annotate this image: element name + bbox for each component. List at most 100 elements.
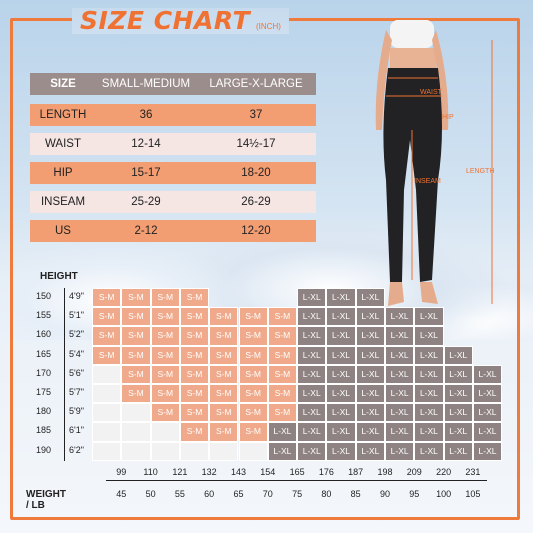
size-cell-l-xl: L-XL (385, 364, 415, 384)
size-cell-l-xl: L-XL (385, 326, 415, 346)
grid-empty-cell (238, 441, 268, 461)
size-cell-s-m: S-M (150, 384, 180, 404)
inseam-label: INSEAM (414, 178, 441, 185)
size-cell-l-xl: L-XL (326, 441, 356, 461)
size-cell-l-xl: L-XL (355, 364, 385, 384)
weight-kg-label: 85 (350, 488, 361, 499)
size-cell-s-m: S-M (121, 326, 151, 346)
size-cell-l-xl: L-XL (326, 345, 356, 365)
size-cell-l-xl: L-XL (472, 403, 503, 423)
row-label: WAIST (45, 138, 81, 150)
size-cell-l-xl: L-XL (326, 422, 356, 442)
grid-empty-cell (92, 384, 122, 404)
height-cm-label: 155 (36, 310, 52, 321)
size-cell-l-xl: L-XL (267, 422, 298, 442)
weight-kg-label: 45 (116, 488, 127, 499)
size-cell-l-xl: L-XL (297, 326, 327, 346)
size-cell-l-xl: L-XL (414, 441, 444, 461)
size-cell-s-m: S-M (238, 307, 268, 327)
size-cell-l-xl: L-XL (443, 441, 473, 461)
size-cell-s-m: S-M (150, 326, 180, 346)
size-cell-s-m: S-M (238, 403, 268, 423)
weight-lb-label: 121 (172, 466, 188, 477)
size-cell-s-m: S-M (238, 326, 268, 346)
height-ft-label: 5'6" (69, 367, 84, 378)
size-cell-l-xl: L-XL (326, 326, 356, 346)
size-cell-l-xl: L-XL (326, 364, 356, 384)
model-left-foot (388, 282, 404, 306)
size-cell-l-xl: L-XL (472, 422, 503, 442)
size-cell-l-xl: L-XL (297, 288, 327, 308)
size-cell-l-xl: L-XL (355, 422, 385, 442)
size-cell-s-m: S-M (121, 364, 151, 384)
weight-lb-label: 154 (260, 466, 276, 477)
model-right-foot (420, 282, 438, 304)
size-cell-l-xl: L-XL (414, 307, 444, 327)
row-value-lx: 14½-17 (236, 138, 276, 150)
size-cell-l-xl: L-XL (355, 384, 385, 404)
height-cm-label: 175 (36, 387, 52, 397)
row-label: HIP (53, 167, 73, 179)
height-ft-label: 5'1" (69, 310, 84, 321)
size-cell-l-xl: L-XL (297, 307, 327, 327)
size-cell-s-m: S-M (267, 307, 298, 327)
weight-kg-label: 100 (436, 488, 452, 499)
size-cell-l-xl: L-XL (355, 307, 385, 327)
weight-lb-label: 209 (406, 466, 422, 477)
size-cell-s-m: S-M (209, 403, 239, 423)
size-cell-s-m: S-M (267, 403, 298, 423)
size-cell-l-xl: L-XL (355, 345, 385, 365)
height-ft-label: 4'9" (69, 291, 84, 301)
size-cell-l-xl: L-XL (297, 441, 327, 461)
size-cell-l-xl: L-XL (355, 288, 385, 308)
grid-empty-cell (92, 364, 122, 384)
model-midriff (390, 48, 436, 70)
size-cell-s-m: S-M (267, 345, 298, 365)
size-cell-l-xl: L-XL (267, 441, 298, 461)
size-cell-s-m: S-M (179, 384, 210, 404)
size-cell-l-xl: L-XL (443, 345, 473, 365)
size-cell-s-m: S-M (238, 384, 268, 404)
size-cell-l-xl: L-XL (385, 403, 415, 423)
weight-kg-label: 80 (321, 488, 332, 499)
size-cell-s-m: S-M (179, 326, 210, 346)
size-cell-s-m: S-M (150, 403, 180, 423)
length-label: LENGTH (466, 168, 494, 175)
size-row-us: US 2-12 12-20 (30, 220, 316, 242)
size-cell-s-m: S-M (121, 307, 151, 327)
waist-label: WAIST (420, 89, 443, 96)
hip-label: HIP (442, 114, 454, 121)
size-cell-s-m: S-M (209, 364, 239, 384)
size-cell-s-m: S-M (209, 307, 239, 327)
model-photo: WAIST HIP INSEAM LENGTH (375, 20, 494, 306)
header-small-medium: SMALL-MEDIUM (101, 78, 191, 90)
size-cell-l-xl: L-XL (297, 345, 327, 365)
size-cell-s-m: S-M (121, 345, 151, 365)
height-cm-label: 170 (36, 367, 52, 378)
size-cell-l-xl: L-XL (326, 288, 356, 308)
size-cell-s-m: S-M (209, 345, 239, 365)
weight-kg-label: 95 (409, 488, 420, 499)
grid-empty-cell (121, 441, 151, 461)
grid-empty-cell (92, 441, 122, 461)
weight-kg-label: 50 (145, 488, 156, 499)
size-cell-s-m: S-M (92, 326, 122, 346)
size-cell-s-m: S-M (238, 364, 268, 384)
size-cell-l-xl: L-XL (443, 384, 473, 404)
size-cell-l-xl: L-XL (414, 345, 444, 365)
size-cell-l-xl: L-XL (472, 364, 503, 384)
size-cell-s-m: S-M (267, 384, 298, 404)
size-cell-s-m: S-M (150, 364, 180, 384)
height-cm-label: 165 (36, 348, 52, 359)
size-cell-s-m: S-M (121, 384, 151, 404)
row-value-sm: 15-17 (131, 167, 161, 179)
size-cell-s-m: S-M (179, 307, 210, 327)
weight-lb-label: 198 (377, 466, 393, 477)
weight-lb-label: 110 (143, 466, 158, 477)
row-value-sm: 12-14 (131, 138, 161, 150)
size-cell-s-m: S-M (209, 422, 239, 442)
height-cm-label: 190 (36, 444, 52, 455)
title-unit: (INCH) (256, 22, 281, 31)
height-ft-label: 5'2" (69, 329, 84, 340)
size-cell-l-xl: L-XL (414, 422, 444, 442)
